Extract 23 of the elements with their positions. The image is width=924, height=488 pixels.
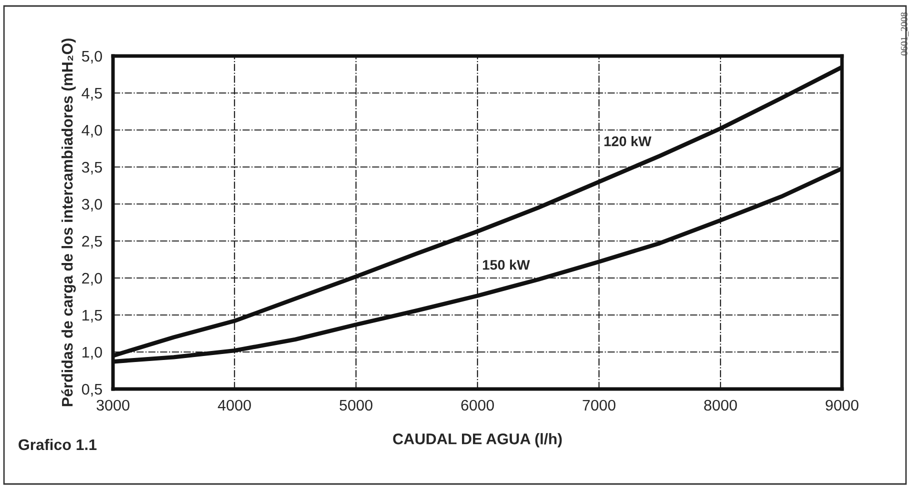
x-tick-label: 6000 [461, 400, 494, 411]
x-tick-label: 3000 [96, 400, 130, 411]
x-tick-label: 5000 [340, 400, 372, 411]
x-axis-title: CAUDAL DE AGUA (l/h) [393, 433, 562, 448]
y-tick-label: 2,5 [82, 236, 102, 248]
x-tick-label: 8000 [704, 400, 737, 411]
y-tick-label: 1,5 [82, 310, 102, 322]
y-tick-label: 2,0 [82, 272, 102, 286]
y-tick-label: 4,5 [82, 88, 102, 100]
y-tick-label: 0,5 [82, 384, 102, 396]
y-tick-label: 3,0 [82, 198, 102, 212]
series-label: 150 kW [482, 260, 530, 270]
text: Grafico 1.1 [18, 438, 97, 450]
y-tick-label: 4,0 [82, 124, 102, 138]
x-tick-label: 9000 [826, 400, 858, 411]
x-tick-label: 4000 [218, 400, 251, 411]
y-tick-label: 3,5 [82, 162, 102, 174]
series-label: 120 kW [604, 136, 652, 146]
y-tick-label: 5,0 [82, 50, 102, 64]
text: 0601_2008 [900, 12, 909, 56]
y-tick-label: 1,0 [82, 346, 102, 360]
y-axis-title: Pérdidas de carga de los intercambiadores (mH₂O) [61, 38, 76, 406]
x-tick-label: 7000 [582, 400, 616, 411]
